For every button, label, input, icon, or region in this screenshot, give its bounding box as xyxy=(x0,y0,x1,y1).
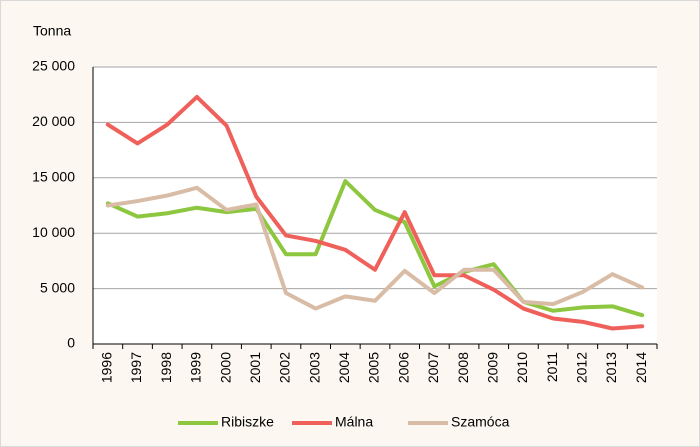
y-tick-label: 5 000 xyxy=(40,279,75,295)
x-tick-label: 2000 xyxy=(217,352,233,383)
x-tick-label: 1998 xyxy=(158,352,174,383)
plot-area xyxy=(93,67,657,344)
legend-label: Ribiszke xyxy=(221,414,274,430)
x-tick-label: 1997 xyxy=(128,352,144,383)
y-tick-label: 20 000 xyxy=(32,113,75,129)
y-tick-label: 0 xyxy=(67,335,75,351)
legend-label: Málna xyxy=(335,414,373,430)
x-tick-label: 2009 xyxy=(484,352,500,383)
x-tick-label: 2010 xyxy=(514,352,530,383)
data-line xyxy=(105,179,645,318)
x-tick-label: 2006 xyxy=(395,352,411,383)
y-tick-label: 15 000 xyxy=(32,169,75,185)
data-line xyxy=(105,185,645,311)
x-tick-label: 2013 xyxy=(603,352,619,383)
x-tick-label: 2007 xyxy=(425,352,441,383)
x-tick-label: 2004 xyxy=(336,352,352,383)
y-tick-label: 25 000 xyxy=(32,58,75,74)
x-tick-label: 2014 xyxy=(633,352,649,383)
x-tick-label: 2002 xyxy=(277,352,293,383)
x-tick-label: 2011 xyxy=(544,352,560,382)
x-tick-label: 2008 xyxy=(455,352,471,383)
legend-label: Szamóca xyxy=(451,414,510,430)
x-tick-label: 2012 xyxy=(573,352,589,383)
x-tick-label: 1996 xyxy=(99,352,115,383)
x-tick-label: 2001 xyxy=(247,352,263,383)
x-tick-label: 1999 xyxy=(188,352,204,383)
y-tick-label: 10 000 xyxy=(32,224,75,240)
x-tick-label: 2005 xyxy=(366,352,382,383)
x-tick-label: 2003 xyxy=(306,352,322,383)
data-line xyxy=(105,94,645,331)
y-axis-label: Tonna xyxy=(33,23,71,39)
